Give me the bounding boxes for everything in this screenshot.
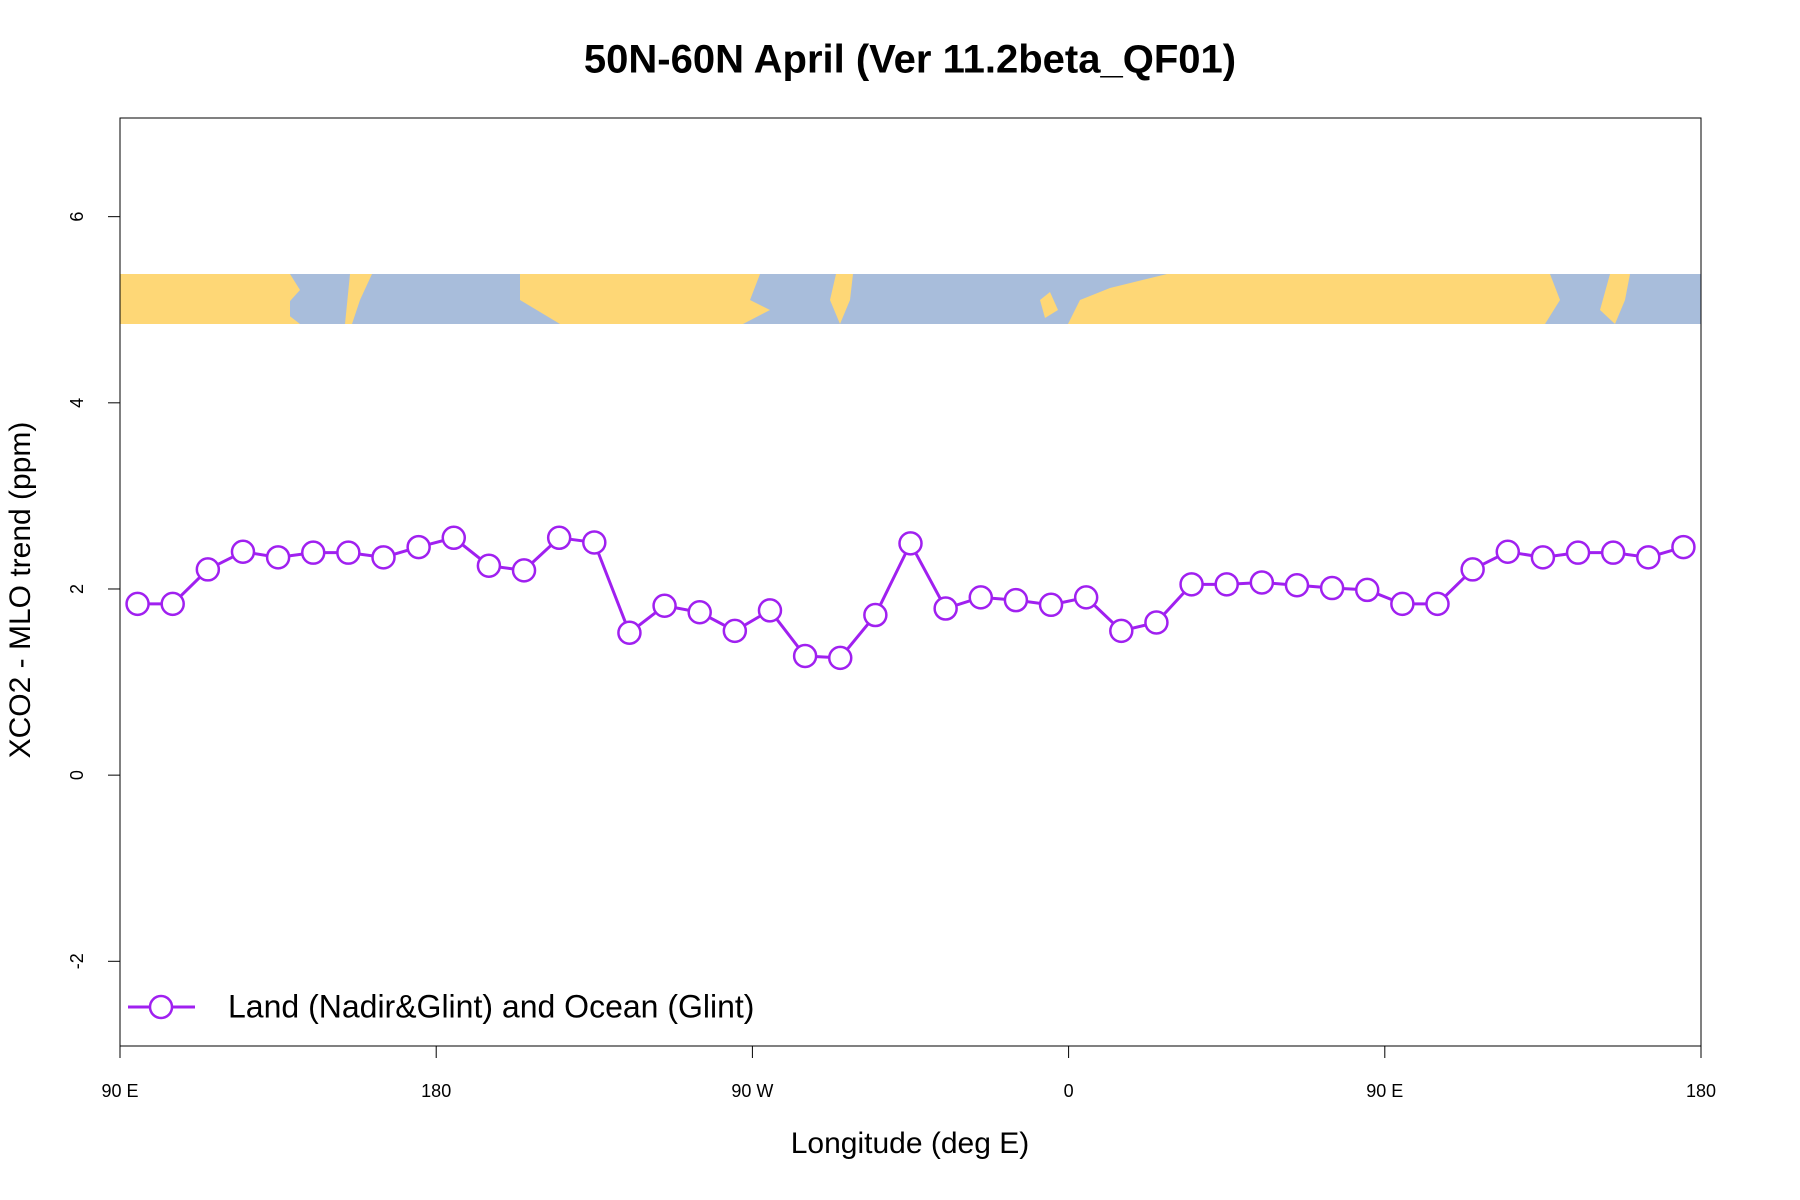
data-point: [1003, 587, 1029, 613]
data-point: [792, 643, 818, 669]
data-point: [476, 553, 502, 578]
data-point: [1179, 572, 1204, 597]
x-axis-label: Longitude (deg E): [791, 1127, 1030, 1160]
data-point: [1565, 540, 1591, 565]
data-point: [1530, 545, 1556, 570]
plot-frame: [119, 117, 1702, 1047]
data-point: [968, 585, 994, 610]
data-point: [1319, 575, 1345, 601]
data-point: [265, 545, 291, 570]
data-point: [1354, 577, 1380, 603]
series-line: [137, 536, 1684, 660]
data-point: [300, 540, 326, 565]
data-point: [125, 591, 150, 617]
data-point: [1425, 591, 1450, 617]
data-point: [1038, 592, 1064, 618]
y-tick-label: 0: [67, 770, 87, 780]
x-tick-label: 90 W: [731, 1081, 773, 1101]
x-tick-label: 0: [1064, 1081, 1074, 1101]
x-tick-label: 90 E: [101, 1081, 138, 1101]
data-point: [511, 558, 537, 583]
data-point: [1390, 591, 1415, 617]
data-point: [1073, 585, 1099, 610]
data-point: [863, 602, 888, 628]
y-axis-label: XCO2 - MLO trend (ppm): [4, 422, 37, 759]
data-point: [617, 620, 642, 645]
data-point: [827, 645, 853, 671]
data-point: [582, 530, 607, 555]
data-point: [1109, 618, 1134, 644]
legend-label: Land (Nadir&Glint) and Ocean (Glint): [228, 988, 754, 1024]
data-point: [757, 598, 783, 623]
data-point: [441, 525, 467, 551]
data-point: [195, 557, 221, 582]
data-point: [933, 596, 958, 621]
data-point: [652, 593, 677, 618]
x-tick-label: 90 E: [1366, 1081, 1403, 1101]
data-point: [336, 540, 361, 565]
data-point: [1284, 573, 1310, 598]
data-point: [1249, 570, 1275, 595]
data-point: [1214, 572, 1239, 597]
data-point: [1636, 545, 1661, 570]
data-point: [898, 531, 923, 556]
data-point: [406, 534, 431, 560]
data-point: [1460, 557, 1485, 582]
data-point: [722, 618, 748, 644]
y-tick-label: 6: [67, 212, 87, 222]
data-point: [1144, 610, 1169, 635]
data-point: [1671, 534, 1696, 560]
data-point: [230, 539, 256, 564]
legend-marker: [148, 994, 174, 1020]
y-tick-label: -2: [67, 953, 87, 969]
data-point: [546, 525, 572, 551]
x-tick-label: 180: [421, 1081, 451, 1101]
data-point: [1600, 540, 1626, 565]
y-tick-label: 2: [67, 584, 87, 594]
y-tick-label: 4: [67, 398, 87, 408]
chart-title: 50N-60N April (Ver 11.2beta_QF01): [584, 38, 1236, 82]
x-tick-label: 180: [1686, 1081, 1716, 1101]
data-point: [371, 545, 396, 570]
legend: Land (Nadir&Glint) and Ocean (Glint): [128, 988, 754, 1024]
data-point: [1495, 539, 1521, 564]
data-point: [160, 591, 185, 617]
data-point: [687, 600, 712, 625]
map-strip: [120, 274, 1701, 324]
